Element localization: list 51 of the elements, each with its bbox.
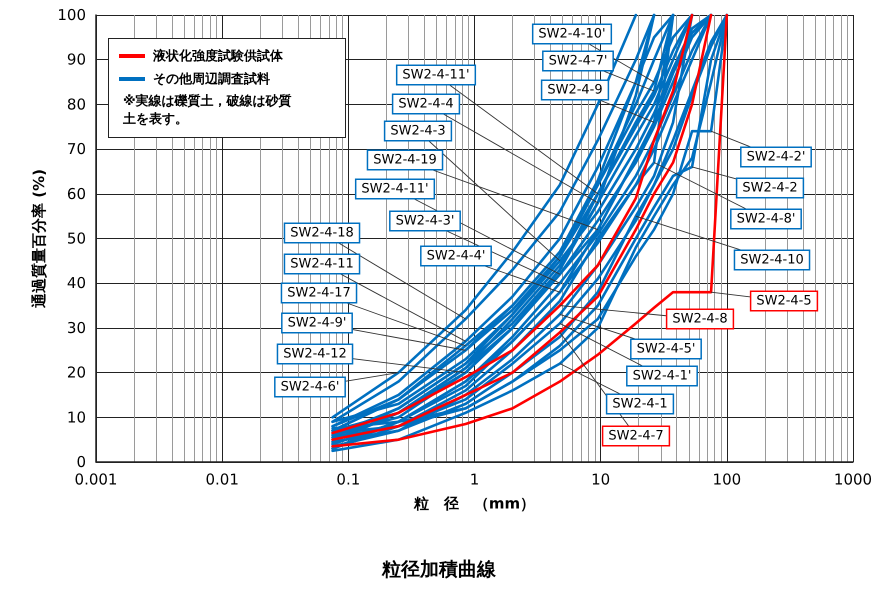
x-axis-title: 粒 径 （mm） [412,494,536,512]
y-tick-label: 30 [66,318,86,337]
y-tick-label: 0 [76,453,86,471]
text: SW2-4-8 [672,312,728,326]
text: SW2-4-7 [608,428,664,444]
y-axis-title: 通過質量百分率 (%) [30,169,48,309]
text: SW2-4-12 [283,346,347,362]
text: SW2-4-17 [287,286,351,300]
text: SW2-4-2 [742,180,798,196]
text: SW2-4-7' [548,54,608,68]
y-tick-label: 90 [66,50,86,69]
text: SW2-4-11' [361,182,429,196]
x-tick-label: 10 [591,470,610,488]
key-box: 液状化強度試験供試体 その他周辺調査試料 ※実線は礫質土，破線は砂質土を表す。 [108,38,346,138]
x-tick-label: 0.1 [336,470,360,488]
text: SW2-4-3' [396,214,454,228]
text: SW2-4-2' [746,150,806,164]
text: 粒径加積曲線 [381,558,497,580]
y-tick-label: 50 [66,230,86,248]
y-tick-label: 40 [66,274,86,292]
text: SW2-4-18 [290,226,354,240]
x-tick-label: 1 [470,470,480,488]
text: SW2-4-10' [538,26,606,42]
text: SW2-4-5 [756,294,812,308]
text: SW2-4-4' [426,248,486,264]
x-tick-label: 0.001 [74,470,118,488]
y-tick-label: 70 [66,140,86,158]
x-tick-label: 100 [712,470,742,488]
y-tick-label: 20 [66,364,86,382]
x-tick-label: 1000 [834,470,872,488]
text: SW2-4-3 [390,124,446,138]
text: SW2-4-8' [736,212,796,226]
annotation: 液状化強度試験供試体 [153,48,283,65]
text: SW2-4-9 [547,82,603,98]
annotation: その他周辺調査試料 [153,70,270,88]
text: SW2-4-1 [612,396,668,412]
y-tick-label: 100 [57,6,86,24]
text: SW2-4-19 [373,152,437,168]
series-label: SW2-4-6' [280,380,340,394]
x-tick-label: 0.01 [205,470,239,488]
text: SW2-4-11 [290,256,354,272]
text: SW2-4-11' [402,68,470,82]
annotation: ※実線は礫質土，破線は砂質土を表す。 [122,93,293,129]
text: SW2-4-1' [632,368,692,384]
y-tick-label: 10 [66,408,86,426]
text: SW2-4-4 [398,96,454,112]
y-tick-label: 80 [66,95,86,114]
text: SW2-4-9' [288,316,346,330]
text: SW2-4-10 [740,252,804,268]
y-tick-label: 60 [66,184,86,203]
text: SW2-4-5' [636,342,696,356]
